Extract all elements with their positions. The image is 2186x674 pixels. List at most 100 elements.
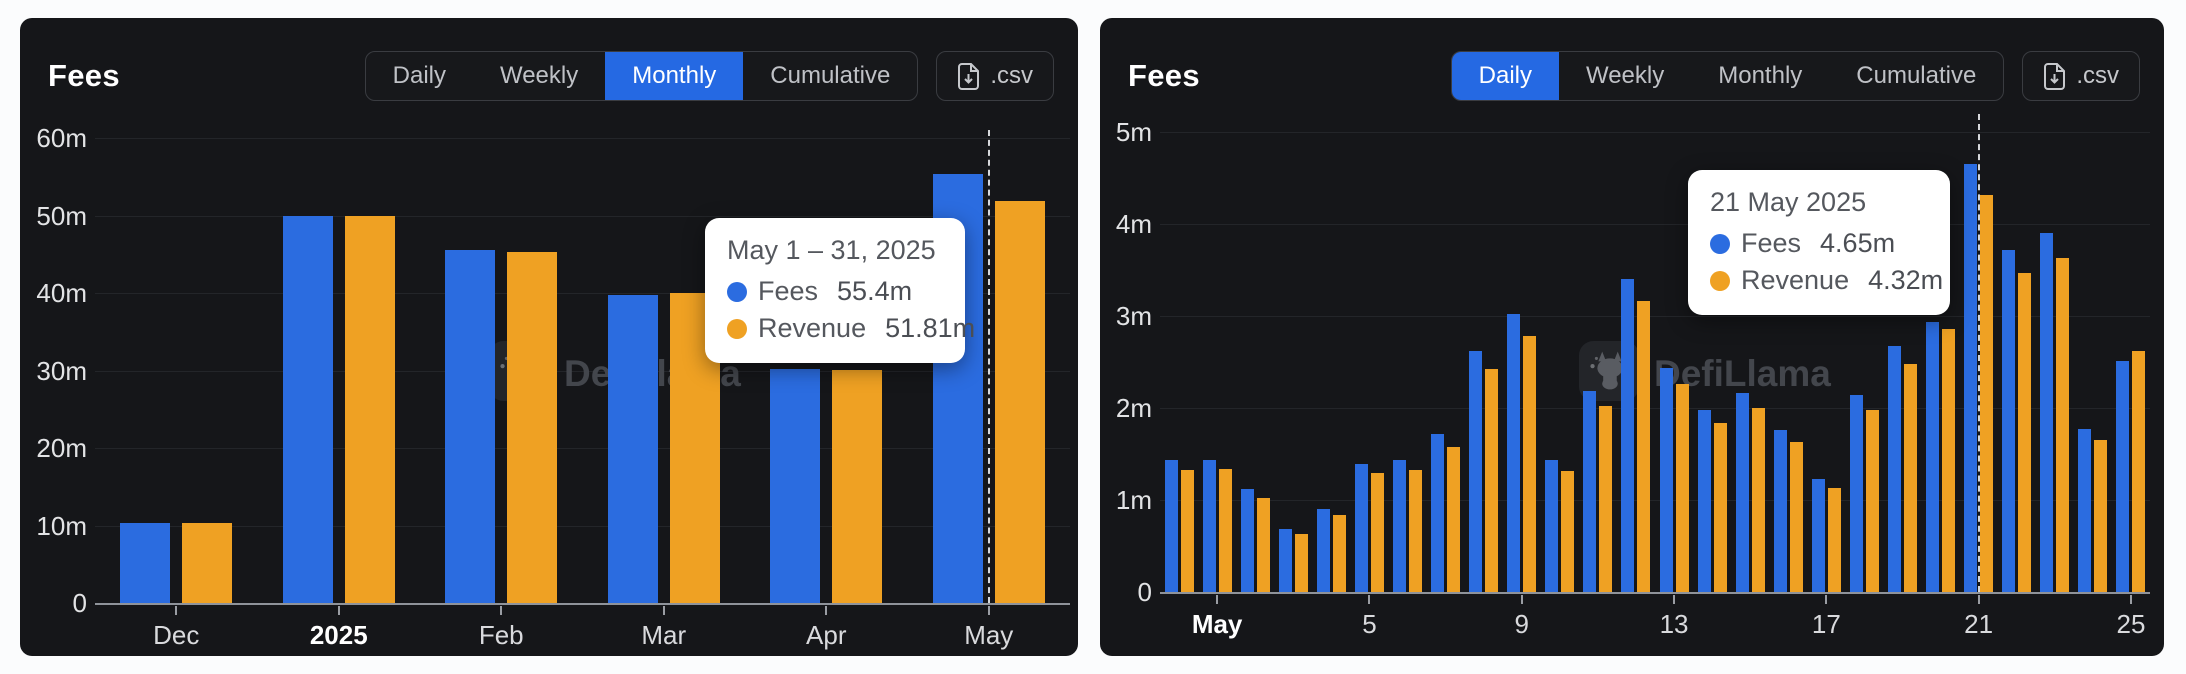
- bar-fees-16 May[interactable]: [1773, 430, 1787, 592]
- bar-revenue-23 May[interactable]: [2056, 258, 2070, 592]
- bar-revenue-1 May[interactable]: [1218, 468, 1232, 592]
- bar-revenue-Feb[interactable]: [507, 251, 558, 603]
- bar-revenue-21 May[interactable]: [1980, 194, 1994, 592]
- highlight-dashed-line: [1977, 114, 1980, 592]
- revenue-series-dot: [727, 318, 747, 339]
- fees-series-dot: [727, 281, 747, 302]
- gridline: [1160, 132, 2150, 133]
- page-title: Fees: [1128, 58, 1200, 93]
- bar-revenue-8 May[interactable]: [1485, 369, 1499, 592]
- bar-fees-8 May[interactable]: [1469, 350, 1483, 592]
- y-axis-label: 20m: [36, 433, 87, 463]
- bar-revenue-13 May[interactable]: [1675, 384, 1689, 592]
- bar-fees-11 May[interactable]: [1583, 391, 1597, 592]
- bar-fees-25 May[interactable]: [2116, 361, 2130, 592]
- bar-revenue-5 May[interactable]: [1370, 473, 1384, 592]
- bar-revenue-Apr[interactable]: [832, 370, 883, 603]
- bar-revenue-2025[interactable]: [344, 216, 395, 603]
- tooltip-fees-value: 55.4m: [837, 276, 913, 306]
- bar-fees-Mar[interactable]: [607, 295, 658, 603]
- bar-fees-9 May[interactable]: [1507, 314, 1521, 592]
- tooltip-date: 21 May 2025: [1710, 187, 1867, 217]
- bar-fees-Feb[interactable]: [445, 250, 496, 603]
- tab-weekly[interactable]: Weekly: [473, 52, 605, 100]
- bar-fees-10 May[interactable]: [1545, 459, 1559, 592]
- bar-revenue-19 May[interactable]: [1904, 363, 1917, 592]
- y-axis-label: 30m: [36, 355, 87, 386]
- bar-revenue-9 May[interactable]: [1523, 336, 1537, 592]
- bar-fees-4 May[interactable]: [1316, 509, 1330, 592]
- bar-fees-22 May[interactable]: [2002, 249, 2016, 592]
- bar-revenue-16 May[interactable]: [1789, 442, 1803, 592]
- tooltip-revenue-label: Revenue: [758, 313, 867, 343]
- bar-fees-3 May[interactable]: [1278, 529, 1292, 592]
- bar-revenue-24 May[interactable]: [2094, 440, 2108, 592]
- tab-monthly[interactable]: Monthly: [1691, 52, 1829, 100]
- x-axis-label-17: 17: [1811, 609, 1841, 639]
- gridline: [1160, 500, 2150, 501]
- bar-fees-14 May[interactable]: [1697, 409, 1711, 592]
- bar-revenue-20 May[interactable]: [1942, 328, 1956, 592]
- bar-fees-Apr[interactable]: [770, 368, 821, 603]
- tab-daily[interactable]: Daily: [1451, 52, 1559, 100]
- bar-fees-12 May[interactable]: [1621, 279, 1635, 592]
- bar-fees-7 May[interactable]: [1431, 433, 1445, 592]
- bar-revenue-25 May[interactable]: [2132, 350, 2146, 592]
- bar-revenue-7 May[interactable]: [1447, 446, 1461, 592]
- bar-revenue-3 May[interactable]: [1294, 534, 1308, 592]
- bar-revenue-11 May[interactable]: [1599, 406, 1613, 592]
- bar-fees-2025[interactable]: [282, 215, 333, 603]
- tab-daily[interactable]: Daily: [366, 52, 473, 100]
- defillama-watermark: DefiLlama: [1578, 340, 1831, 407]
- bar-fees-24 May[interactable]: [2078, 429, 2092, 592]
- csv-file-download-icon: [2044, 62, 2066, 90]
- tab-monthly[interactable]: Monthly: [605, 52, 744, 100]
- tooltip-fees-label: Fees: [758, 276, 819, 306]
- axis-tick: [2129, 595, 2132, 604]
- bar-fees-5 May[interactable]: [1354, 464, 1368, 592]
- bar-fees-2 May[interactable]: [1240, 488, 1254, 592]
- y-axis-label: 4m: [1115, 209, 1152, 239]
- tab-cumulative[interactable]: Cumulative: [743, 52, 917, 100]
- bar-fees-30 Apr[interactable]: [1164, 460, 1178, 592]
- bar-fees-17 May[interactable]: [1811, 478, 1825, 592]
- interval-tab-group: Daily Weekly Monthly Cumulative: [364, 51, 919, 101]
- bar-fees-13 May[interactable]: [1659, 367, 1673, 592]
- axis-tick: [175, 606, 178, 615]
- bar-revenue-17 May[interactable]: [1827, 488, 1841, 592]
- bar-fees-1 May[interactable]: [1202, 459, 1216, 592]
- bar-revenue-15 May[interactable]: [1751, 408, 1765, 592]
- gridline: [95, 525, 1070, 527]
- y-axis-label: 3m: [1115, 301, 1152, 331]
- bar-fees-18 May[interactable]: [1849, 395, 1863, 592]
- y-axis-label: 0: [72, 588, 87, 618]
- y-axis-label: 0: [1137, 577, 1152, 607]
- panel-header: Fees Daily Weekly Monthly Cumulative .cs…: [1100, 18, 2164, 108]
- bar-fees-21 May[interactable]: [1964, 164, 1978, 592]
- bar-revenue-30 Apr[interactable]: [1180, 469, 1194, 592]
- gridline: [1160, 316, 2150, 317]
- bar-fees-Dec[interactable]: [120, 522, 171, 603]
- bar-revenue-12 May[interactable]: [1637, 301, 1651, 592]
- bar-fees-23 May[interactable]: [2040, 233, 2054, 592]
- bar-revenue-22 May[interactable]: [2018, 272, 2032, 592]
- bar-revenue-18 May[interactable]: [1865, 409, 1879, 592]
- bar-fees-6 May[interactable]: [1393, 459, 1406, 592]
- csv-download-button[interactable]: .csv: [2022, 51, 2140, 101]
- bar-revenue-14 May[interactable]: [1713, 422, 1727, 592]
- bar-revenue-2 May[interactable]: [1256, 498, 1270, 592]
- bar-fees-19 May[interactable]: [1888, 346, 1901, 592]
- csv-download-button[interactable]: .csv: [936, 51, 1054, 101]
- y-axis-label: 40m: [36, 278, 87, 308]
- bar-revenue-Dec[interactable]: [182, 523, 233, 603]
- bar-revenue-4 May[interactable]: [1332, 514, 1346, 592]
- tab-cumulative[interactable]: Cumulative: [1829, 52, 2003, 100]
- bar-fees-20 May[interactable]: [1926, 322, 1940, 592]
- tab-weekly[interactable]: Weekly: [1559, 52, 1691, 100]
- bar-revenue-May[interactable]: [994, 201, 1045, 603]
- gridline: [95, 293, 1070, 294]
- bar-fees-15 May[interactable]: [1735, 393, 1749, 592]
- bar-revenue-10 May[interactable]: [1561, 470, 1575, 592]
- bar-revenue-6 May[interactable]: [1409, 469, 1422, 592]
